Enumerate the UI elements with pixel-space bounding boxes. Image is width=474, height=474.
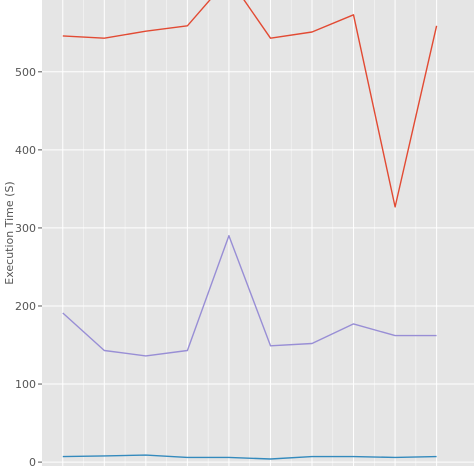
plot-area: [42, 0, 474, 466]
series-line-2: [62, 234, 437, 357]
y-tick-label: 0: [29, 456, 36, 469]
series-line-3: [62, 454, 437, 460]
series-group: [62, 0, 438, 460]
grid-lines: [42, 0, 474, 466]
series-line-1: [62, 0, 438, 208]
y-tick-label: 500: [15, 66, 36, 79]
y-axis-ticks: 0 100 200 300 400 500: [15, 66, 42, 469]
y-tick-label: 200: [15, 300, 36, 313]
y-tick-label: 100: [15, 378, 36, 391]
y-tick-label: 300: [15, 222, 36, 235]
y-tick-label: 400: [15, 144, 36, 157]
y-axis-label: Execution Time (S): [3, 181, 16, 284]
